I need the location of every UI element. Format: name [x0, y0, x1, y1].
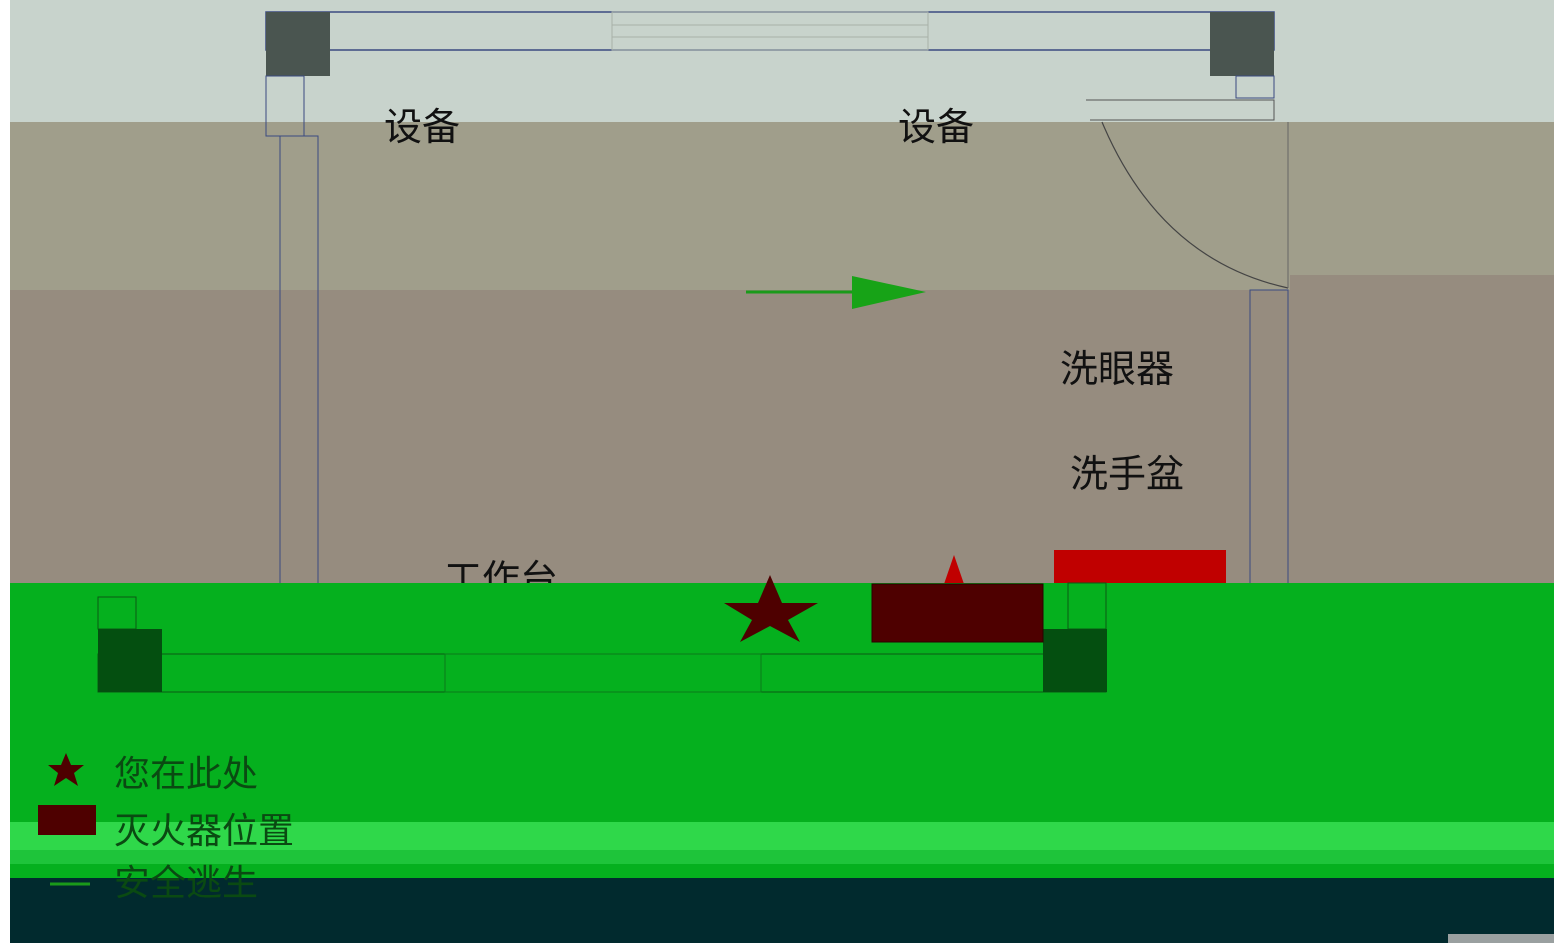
- door-swing: [1101, 121, 1289, 289]
- legend-label: 您在此处: [114, 754, 258, 795]
- room-band-low: [10, 290, 1554, 590]
- room-band-mid: [10, 122, 1554, 290]
- legend-box: [38, 805, 96, 835]
- legend: 您在此处 灭火器位置 安全逃生: [38, 753, 294, 904]
- extinguisher: [871, 583, 1044, 643]
- window-bottom: [444, 653, 762, 693]
- room-band-step: [1290, 275, 1554, 295]
- pillar: [1210, 12, 1274, 76]
- stripe: [10, 850, 1554, 864]
- door-frame: [1086, 99, 1275, 121]
- pillar: [266, 12, 330, 76]
- legend-star: [48, 753, 84, 786]
- wall-right-top: [1235, 75, 1275, 99]
- pillar: [1043, 629, 1107, 692]
- footer-band: [10, 878, 1554, 943]
- eyewash-label: 洗眼器: [1060, 347, 1174, 391]
- eyewash-marker: [944, 555, 964, 584]
- footer-corner: [1448, 934, 1554, 943]
- you-are-here-star: [724, 575, 818, 642]
- equipment-label: 设备: [898, 105, 974, 149]
- sink-block: [1054, 550, 1226, 586]
- room-band-top: [10, 0, 1554, 135]
- window-top: [611, 11, 929, 51]
- pillar: [98, 629, 162, 692]
- legend-label: 安全逃生: [114, 863, 258, 904]
- legend-label: 灭火器位置: [114, 811, 294, 852]
- stripe: [10, 822, 1554, 850]
- exit-arrow-head: [852, 276, 926, 309]
- equipment-label: 设备: [384, 105, 460, 149]
- sink-label: 洗手盆: [1070, 452, 1184, 496]
